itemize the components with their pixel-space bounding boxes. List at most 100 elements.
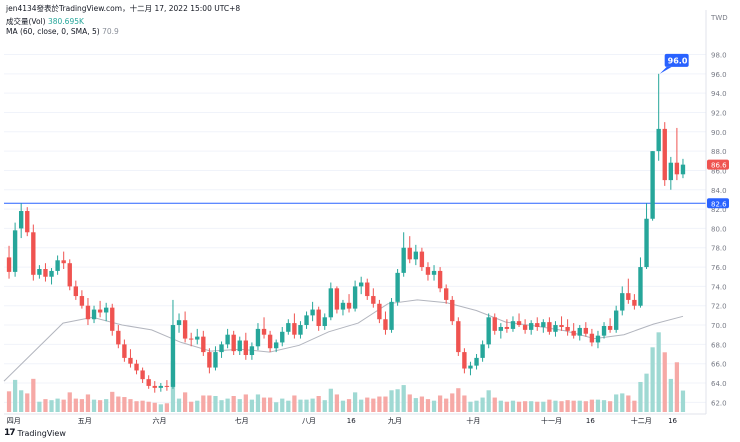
volume-bar: [37, 401, 42, 412]
candle-body: [601, 326, 607, 336]
volume-bar: [462, 395, 467, 412]
candle-body: [128, 357, 133, 364]
volume-bar: [632, 400, 637, 412]
x-tick-label: 16: [347, 417, 356, 425]
ma-label: MA (60, close, 0, SMA, 5): [6, 27, 100, 36]
candle-body: [583, 327, 589, 334]
volume-bar: [91, 399, 97, 412]
x-tick-label: 六月: [152, 416, 166, 425]
volume-bar: [213, 396, 218, 412]
candle-body: [352, 286, 358, 309]
candle-body: [219, 344, 224, 353]
volume-bar: [626, 395, 631, 412]
volume-bar: [431, 400, 437, 412]
y-tick-label: 82.0: [711, 206, 727, 214]
x-tick-label: 八月: [302, 417, 316, 425]
candle-body: [656, 128, 661, 152]
candle-body: [595, 335, 601, 343]
candle-body: [474, 357, 479, 366]
candle-body: [61, 260, 66, 264]
volume-legend[interactable]: 成交量(Vol) 380.695K: [6, 16, 84, 27]
volume-bar: [547, 399, 552, 412]
tradingview-brand[interactable]: 𝟭𝟳 TradingView: [4, 428, 66, 438]
high-marker-pointer: [659, 66, 672, 74]
candle-body: [674, 162, 680, 175]
candle-body: [322, 317, 327, 327]
candle-body: [6, 257, 12, 272]
price-axis[interactable]: 62.0 64.0 66.0 68.0 70.0 72.0 74.0 76.0 78.0 80.0…: [705, 10, 728, 414]
candle-body: [182, 320, 188, 339]
x-tick-label: 四月: [7, 417, 21, 425]
x-tick-label: 五月: [78, 417, 92, 425]
volume-bar: [522, 401, 528, 412]
volume-bar: [322, 400, 327, 412]
time-axis[interactable]: 四月 五月 六月 七月 八月 16 九月 十月 十一月 16 十二月 16: [4, 413, 706, 425]
y-tick-label: 88.0: [711, 148, 727, 156]
candle-body: [31, 232, 36, 275]
candle-body: [18, 211, 24, 229]
volume-bar: [407, 394, 412, 412]
volume-bar: [292, 395, 297, 412]
volume-bar: [444, 398, 449, 412]
candle-body: [79, 296, 85, 306]
candle-body: [425, 267, 431, 275]
y-tick-label: 92.0: [711, 109, 727, 117]
candle-body: [25, 211, 30, 233]
candle-body: [213, 352, 218, 368]
y-tick-label: 78.0: [711, 245, 727, 253]
candle-body: [680, 164, 686, 175]
volume-bar: [450, 393, 455, 412]
candle-body: [419, 251, 425, 268]
volume-bar: [201, 395, 206, 412]
volume-bar: [85, 394, 91, 412]
grid: [4, 53, 706, 403]
candle-body: [365, 282, 370, 297]
y-tick-label: 70.0: [711, 322, 727, 330]
candle-body: [152, 385, 157, 388]
volume-bar: [614, 394, 619, 412]
volume-bar: [419, 396, 425, 412]
volume-bar: [401, 385, 406, 412]
volume-bar: [516, 401, 522, 412]
volume-bar: [668, 378, 673, 412]
candle-body: [413, 251, 419, 260]
volume-bar: [365, 397, 370, 412]
candle-body: [358, 282, 364, 287]
volume-bar: [237, 399, 242, 412]
volume-bar: [146, 401, 151, 412]
volume-bar: [559, 401, 564, 412]
candle-body: [462, 352, 467, 369]
candle-body: [632, 299, 637, 306]
candle-body: [304, 315, 309, 326]
volume-bar: [116, 396, 121, 412]
y-tick-label: 62.0: [711, 399, 727, 407]
volume-bar: [529, 401, 534, 412]
volume-bar: [164, 403, 170, 412]
candle-body: [626, 293, 631, 300]
candle-body: [122, 344, 127, 358]
volume-bar: [601, 400, 607, 412]
candle-body: [292, 323, 297, 335]
volume-bar: [680, 390, 686, 412]
y-tick-label: 74.0: [711, 283, 727, 291]
ma-legend[interactable]: MA (60, close, 0, SMA, 5) 70.9: [6, 27, 119, 36]
last-price-tag: 86.6: [711, 162, 727, 170]
candle-body: [286, 323, 291, 332]
candle-body: [395, 272, 400, 302]
candle-body: [468, 365, 473, 369]
y-tick-label: 98.0: [711, 51, 727, 59]
y-tick-label: 64.0: [711, 380, 727, 388]
volume-bar: [468, 401, 473, 412]
currency-label: TWD: [710, 14, 728, 22]
volume-bar: [128, 399, 133, 412]
volume-bars: [6, 332, 686, 412]
candle-body: [267, 334, 273, 349]
candle-body: [201, 336, 206, 353]
volume-label: 成交量(Vol): [6, 17, 46, 26]
volume-bar: [334, 394, 340, 412]
volume-bar: [346, 399, 352, 412]
candle-body: [110, 307, 115, 331]
candle-body: [231, 334, 236, 352]
